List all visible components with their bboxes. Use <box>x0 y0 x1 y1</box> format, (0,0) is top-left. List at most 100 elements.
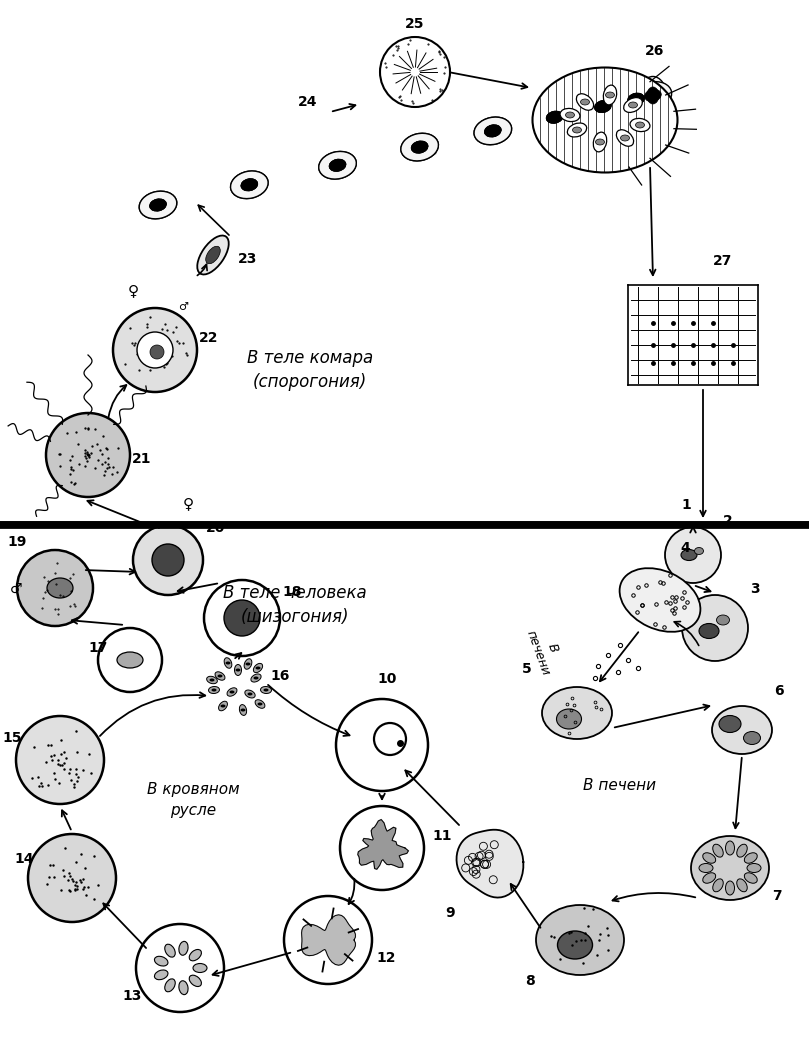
Ellipse shape <box>485 125 502 137</box>
Ellipse shape <box>536 104 574 131</box>
Ellipse shape <box>231 171 268 198</box>
Ellipse shape <box>210 678 214 682</box>
Ellipse shape <box>542 687 612 739</box>
Ellipse shape <box>713 845 723 857</box>
Ellipse shape <box>253 663 263 672</box>
Polygon shape <box>358 820 409 870</box>
Ellipse shape <box>595 101 612 112</box>
Ellipse shape <box>595 139 604 145</box>
Ellipse shape <box>536 905 624 975</box>
Ellipse shape <box>719 716 741 732</box>
Ellipse shape <box>536 104 574 131</box>
Text: 27: 27 <box>714 254 733 268</box>
Ellipse shape <box>474 117 511 144</box>
Ellipse shape <box>629 102 637 108</box>
Ellipse shape <box>155 956 168 966</box>
Ellipse shape <box>211 689 217 692</box>
Text: 26: 26 <box>646 44 665 58</box>
Ellipse shape <box>630 118 650 132</box>
Ellipse shape <box>189 976 201 986</box>
Circle shape <box>28 834 116 922</box>
Ellipse shape <box>150 198 167 211</box>
Text: 9: 9 <box>445 906 455 920</box>
Ellipse shape <box>573 127 582 133</box>
Ellipse shape <box>329 159 346 171</box>
Ellipse shape <box>694 548 704 555</box>
Ellipse shape <box>319 152 356 179</box>
Ellipse shape <box>703 873 716 883</box>
Ellipse shape <box>567 123 587 137</box>
Text: 21: 21 <box>132 452 151 467</box>
Text: ♀: ♀ <box>128 283 138 298</box>
Circle shape <box>682 595 748 661</box>
Ellipse shape <box>400 133 438 161</box>
Circle shape <box>98 628 162 692</box>
Circle shape <box>380 37 450 107</box>
Ellipse shape <box>240 709 245 712</box>
Ellipse shape <box>257 702 262 705</box>
Ellipse shape <box>617 85 654 113</box>
Ellipse shape <box>189 950 201 961</box>
Ellipse shape <box>605 92 615 98</box>
Circle shape <box>340 806 424 890</box>
Circle shape <box>150 345 164 359</box>
Ellipse shape <box>691 836 769 900</box>
Text: 13: 13 <box>122 989 142 1003</box>
Ellipse shape <box>628 94 645 105</box>
Ellipse shape <box>713 879 723 891</box>
Ellipse shape <box>634 82 671 109</box>
Ellipse shape <box>117 652 143 668</box>
Circle shape <box>204 580 280 656</box>
Ellipse shape <box>557 709 582 729</box>
Ellipse shape <box>584 92 621 121</box>
Ellipse shape <box>209 687 219 693</box>
Ellipse shape <box>260 687 272 693</box>
Text: 22: 22 <box>199 331 218 345</box>
Ellipse shape <box>226 662 231 665</box>
Text: 4: 4 <box>680 541 690 555</box>
Ellipse shape <box>245 690 255 698</box>
Ellipse shape <box>165 944 176 957</box>
Ellipse shape <box>248 693 252 695</box>
Ellipse shape <box>584 92 621 121</box>
Ellipse shape <box>241 179 258 191</box>
Ellipse shape <box>179 941 188 955</box>
Ellipse shape <box>264 689 269 692</box>
Text: 8: 8 <box>525 974 535 988</box>
Ellipse shape <box>726 881 735 895</box>
Ellipse shape <box>244 659 252 669</box>
Text: 12: 12 <box>376 951 396 965</box>
Ellipse shape <box>206 676 218 684</box>
Ellipse shape <box>329 159 346 171</box>
Text: 1: 1 <box>681 498 691 512</box>
Text: 7: 7 <box>772 889 781 903</box>
Ellipse shape <box>47 578 73 598</box>
Circle shape <box>46 412 130 497</box>
Text: ♂: ♂ <box>10 582 23 596</box>
Ellipse shape <box>726 841 735 855</box>
Text: 14: 14 <box>14 852 33 865</box>
Text: В теле человека
(шизогония): В теле человека (шизогония) <box>223 584 366 625</box>
Ellipse shape <box>400 133 438 161</box>
Ellipse shape <box>717 615 730 625</box>
Polygon shape <box>456 830 523 898</box>
Ellipse shape <box>747 863 761 873</box>
Ellipse shape <box>253 676 259 680</box>
Text: 10: 10 <box>377 672 396 686</box>
Ellipse shape <box>617 85 654 113</box>
Polygon shape <box>302 914 355 965</box>
Ellipse shape <box>230 691 235 693</box>
Ellipse shape <box>235 665 242 675</box>
Ellipse shape <box>179 981 188 994</box>
Ellipse shape <box>251 674 261 682</box>
Ellipse shape <box>712 705 772 754</box>
Ellipse shape <box>485 125 502 137</box>
Ellipse shape <box>218 701 227 711</box>
Text: 20: 20 <box>206 521 226 535</box>
Text: 17: 17 <box>88 641 108 655</box>
Ellipse shape <box>218 674 222 677</box>
Text: 25: 25 <box>405 17 425 31</box>
Text: 6: 6 <box>774 684 784 698</box>
Ellipse shape <box>546 111 563 124</box>
Ellipse shape <box>239 704 247 716</box>
